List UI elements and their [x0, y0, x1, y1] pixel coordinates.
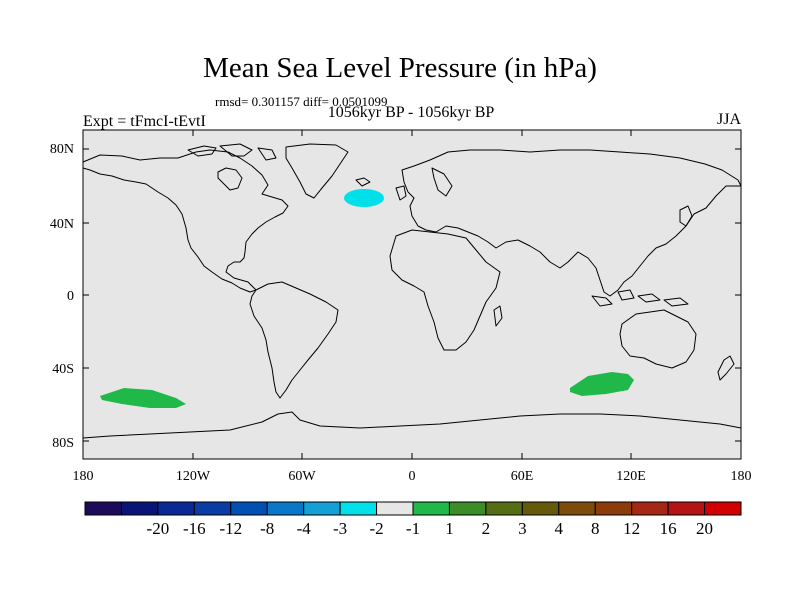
map-title: Mean Sea Level Pressure (in hPa) — [203, 52, 597, 84]
coastlines — [82, 143, 742, 439]
lat-label-40s: 40S — [52, 362, 74, 377]
colorbar-label: -1 — [406, 519, 420, 538]
coastline-new-zealand — [717, 355, 735, 381]
coastline-arctic-islands — [187, 143, 277, 161]
colorbar-swatch — [704, 501, 742, 516]
time-period-subtitle: 1056kyr BP - 1056kyr BP — [327, 104, 495, 121]
colorbar-swatch — [120, 501, 159, 516]
coastline-madagascar — [493, 305, 503, 327]
lon-label-0: 0 — [409, 469, 416, 484]
colorbar-label: -16 — [183, 519, 206, 538]
colorbar-swatch — [594, 501, 633, 516]
coastline-south-america — [249, 281, 339, 399]
season-label: JJA — [716, 111, 741, 128]
colorbar-swatch — [84, 501, 122, 516]
colorbar-swatch — [339, 501, 378, 516]
map-background — [83, 130, 741, 459]
colorbar-swatch — [521, 501, 560, 516]
coastline-africa — [389, 229, 501, 351]
colorbar-swatch — [412, 501, 450, 516]
coastline-antarctica — [82, 411, 742, 439]
experiment-label: Expt = tFmcI-tEvtI — [83, 113, 206, 130]
colorbar-label: 8 — [591, 519, 600, 538]
colorbar-label: 3 — [518, 519, 527, 538]
colorbar-labels: -20 -16 -12 -8 -4 -3 -2 -1 1 2 3 4 8 12 16 20 — [147, 519, 714, 538]
coastline-iceland — [355, 177, 371, 187]
coastline-greenland — [285, 143, 349, 199]
colorbar-label: -2 — [369, 519, 383, 538]
lat-label-0: 0 — [67, 289, 74, 304]
lon-label-180-east: 180 — [731, 469, 752, 484]
colorbar-label: 16 — [660, 519, 677, 538]
lon-label-120e: 120E — [616, 469, 646, 484]
coastline-maritime-continent — [591, 289, 689, 307]
colorbar-swatch — [157, 501, 195, 516]
colorbar-swatch — [193, 501, 232, 516]
colorbar-label: 2 — [482, 519, 491, 538]
colorbar-label: -20 — [147, 519, 170, 538]
coastline-japan — [679, 205, 693, 227]
colorbar-label: 12 — [623, 519, 640, 538]
colorbar — [84, 501, 742, 516]
lat-label-40n: 40N — [50, 217, 74, 232]
lat-label-80s: 80S — [52, 436, 74, 451]
lon-label-60e: 60E — [511, 469, 534, 484]
positive-anomaly-southern-indian — [570, 372, 634, 396]
negative-anomaly-north-atlantic — [344, 189, 384, 207]
colorbar-label: 4 — [555, 519, 564, 538]
axis-ticks — [82, 130, 742, 459]
colorbar-label: -8 — [260, 519, 274, 538]
colorbar-swatch — [448, 501, 487, 516]
lon-label-180-west: 180 — [73, 469, 94, 484]
coastline-australia — [619, 309, 697, 369]
lat-label-80n: 80N — [50, 142, 74, 157]
coastline-scandinavia — [431, 167, 453, 197]
colorbar-swatch — [303, 501, 341, 516]
coastline-eurasia — [401, 149, 742, 297]
colorbar-label: -3 — [333, 519, 347, 538]
positive-anomaly-south-pacific — [100, 388, 186, 408]
colorbar-swatch — [631, 501, 669, 516]
colorbar-swatch — [558, 501, 596, 516]
colorbar-label: 1 — [445, 519, 454, 538]
colorbar-swatch — [667, 501, 706, 516]
colorbar-swatch — [376, 501, 414, 516]
colorbar-swatch — [230, 501, 268, 516]
lon-label-60w: 60W — [288, 469, 316, 484]
colorbar-swatch — [266, 501, 305, 516]
colorbar-label: -12 — [219, 519, 242, 538]
colorbar-swatch — [485, 501, 523, 516]
coastline-british-isles — [395, 185, 407, 201]
lon-label-120w: 120W — [176, 469, 211, 484]
coastline-hudson-bay — [217, 167, 243, 191]
colorbar-label: 20 — [696, 519, 713, 538]
colorbar-label: -4 — [297, 519, 312, 538]
rmsd-diff-stats: rmsd= 0.301157 diff= 0.0501099 — [215, 94, 388, 109]
